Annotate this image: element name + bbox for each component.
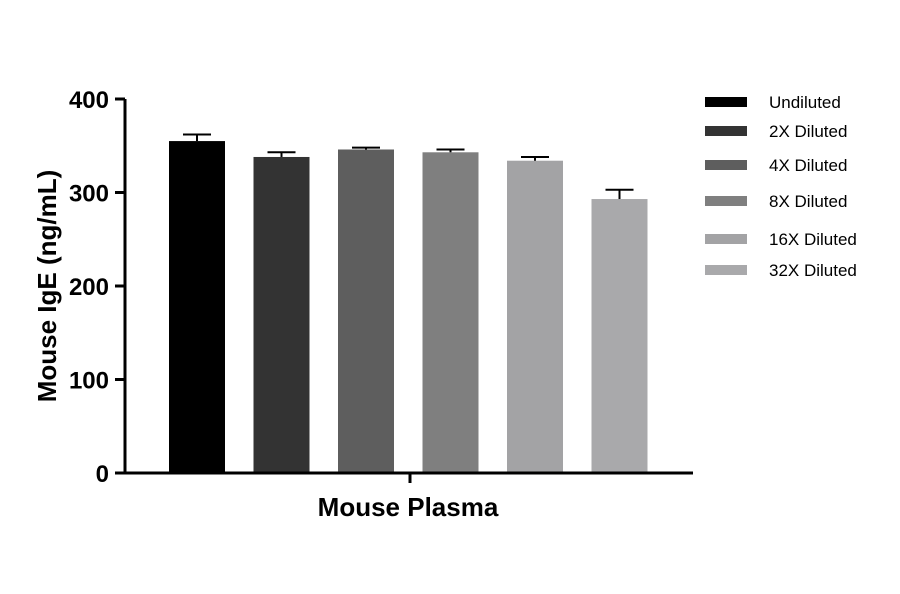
y-axis-title: Mouse IgE (ng/mL) — [32, 170, 62, 403]
legend-label: 32X Diluted — [769, 261, 857, 280]
y-ticks-group: 0 100 200 300 400 — [69, 87, 125, 488]
bar — [422, 152, 479, 474]
y-tick-label: 300 — [69, 181, 109, 208]
legend-label: 16X Diluted — [769, 230, 857, 249]
legend-swatch — [705, 126, 747, 136]
legend-label: Undiluted — [769, 93, 841, 112]
bar — [507, 160, 563, 473]
legend-swatch — [705, 234, 747, 244]
legend-swatch — [705, 160, 747, 170]
error-bars-group — [183, 133, 634, 200]
bars-group — [169, 141, 648, 474]
legend: Undiluted 2X Diluted 4X Diluted 8X Diluted 1… — [705, 93, 857, 280]
y-tick-label: 100 — [69, 368, 109, 395]
legend-label: 2X Diluted — [769, 122, 847, 141]
bar — [169, 141, 225, 473]
legend-label: 4X Diluted — [769, 156, 847, 175]
legend-label: 8X Diluted — [769, 192, 847, 211]
bar — [591, 199, 648, 474]
y-tick-label: 0 — [96, 461, 109, 488]
bar — [253, 156, 310, 473]
x-axis-title: Mouse Plasma — [318, 492, 499, 522]
legend-swatch — [705, 265, 747, 275]
y-tick-label: 200 — [69, 274, 109, 301]
y-tick-label: 400 — [69, 87, 109, 114]
legend-swatch — [705, 97, 747, 107]
bar — [338, 149, 394, 474]
legend-swatch — [705, 196, 747, 206]
